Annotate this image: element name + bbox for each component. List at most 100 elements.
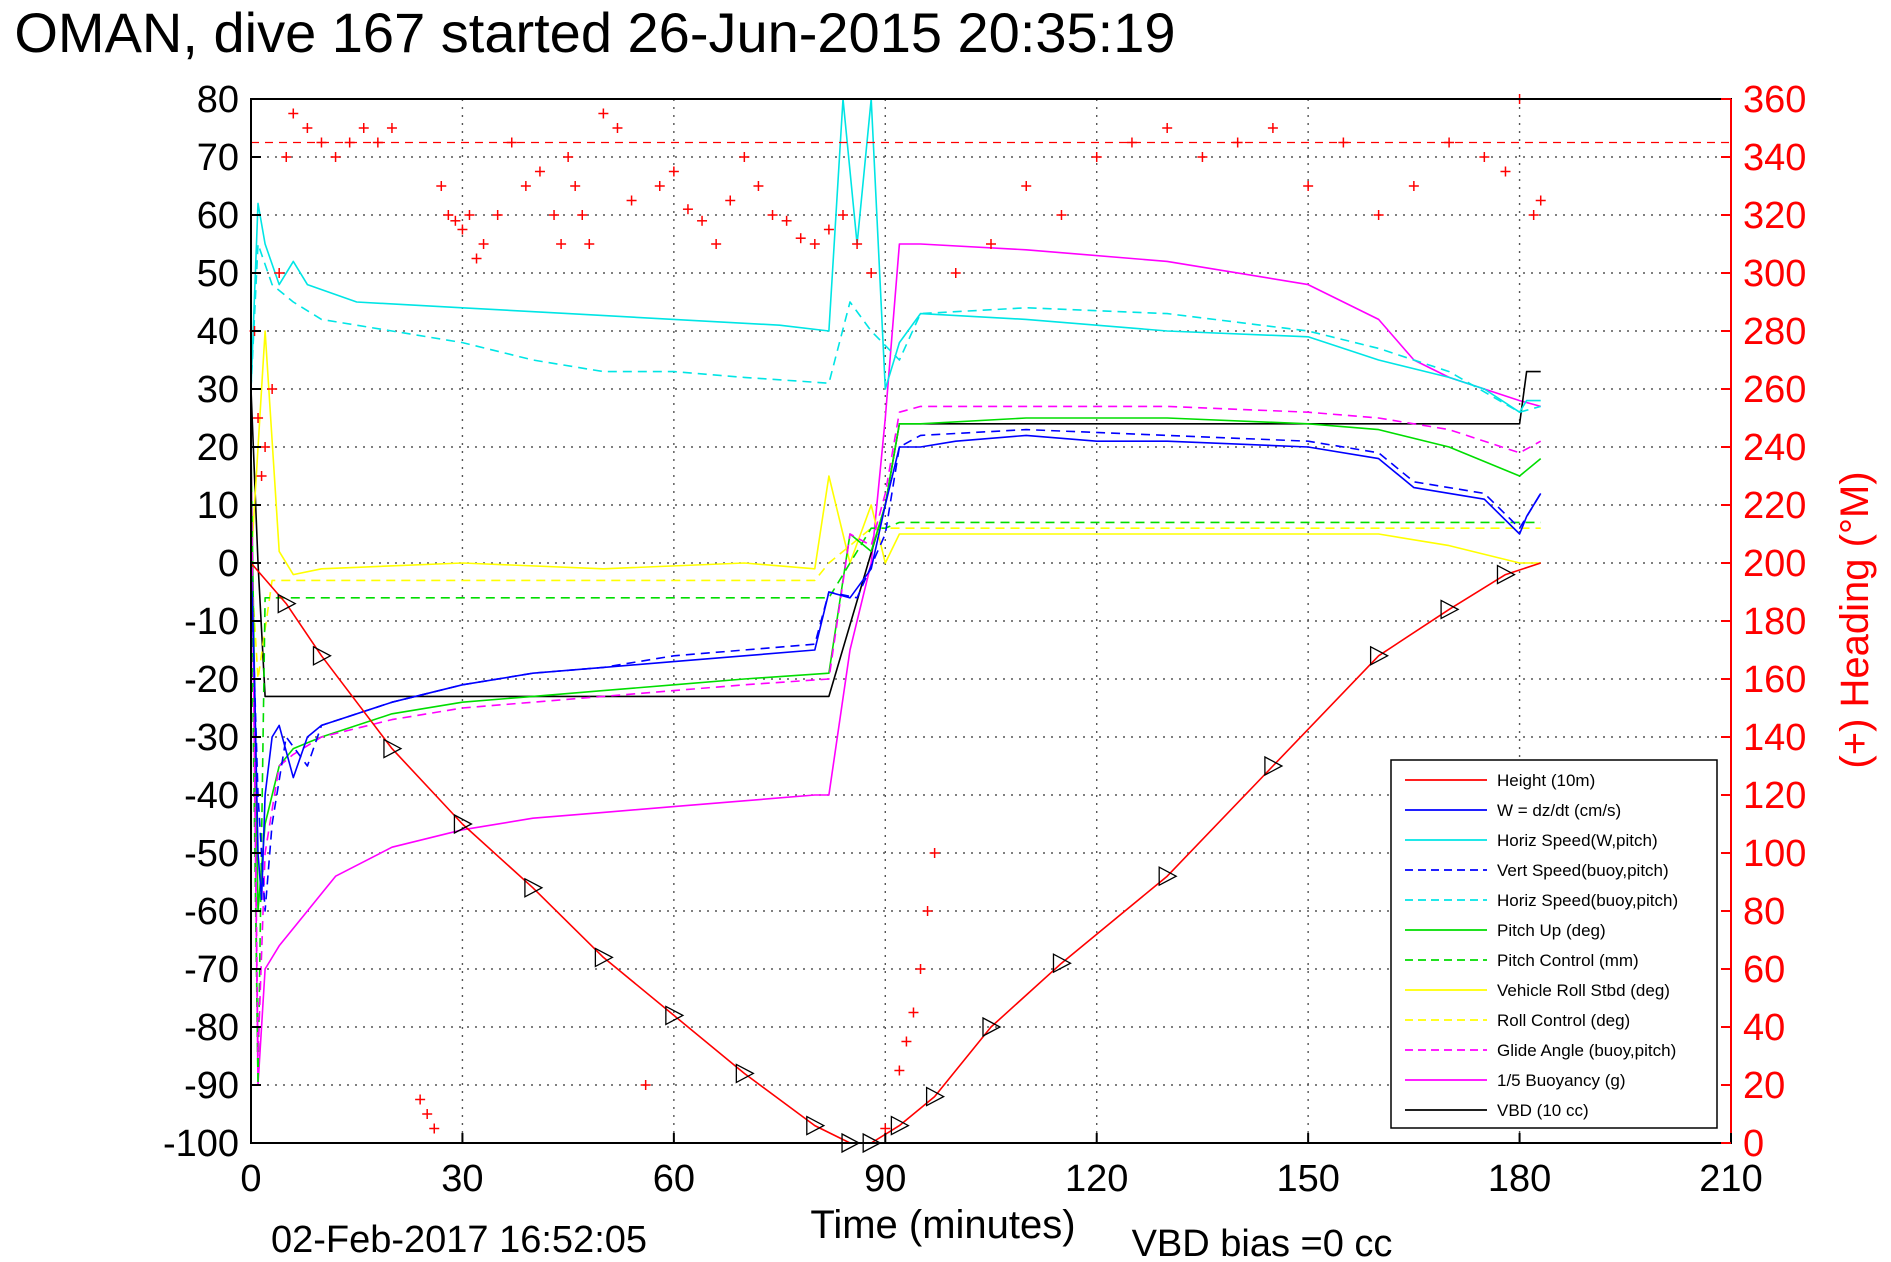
heading-point bbox=[464, 210, 475, 220]
height-marker bbox=[453, 813, 473, 835]
heading-point bbox=[302, 123, 313, 133]
heading-point bbox=[492, 210, 503, 220]
heading-point bbox=[1021, 181, 1032, 191]
heading-point bbox=[253, 413, 264, 423]
right-tick-label: 300 bbox=[1743, 253, 1806, 295]
series-line-8 bbox=[250, 527, 1541, 680]
height-marker bbox=[1440, 599, 1460, 620]
x-tick-label: 210 bbox=[1699, 1158, 1762, 1200]
y-tick-label: 10 bbox=[197, 485, 239, 527]
x-tick-label: 120 bbox=[1065, 1158, 1128, 1200]
heading-point bbox=[443, 210, 454, 220]
right-tick-label: 240 bbox=[1743, 427, 1806, 469]
height-marker bbox=[982, 1016, 1002, 1038]
axis-ticks: 0 30 60 90 120 150 180 21080706050403020100-10-… bbox=[163, 79, 1806, 1200]
heading-point bbox=[1500, 166, 1511, 177]
heading-point bbox=[739, 152, 750, 162]
right-tick-label: 80 bbox=[1743, 891, 1785, 933]
legend-label-11: VBD (10 cc) bbox=[1497, 1101, 1589, 1120]
heading-point bbox=[316, 137, 327, 148]
right-tick-label: 60 bbox=[1743, 949, 1785, 991]
heading-point bbox=[725, 195, 736, 206]
y-tick-label: 40 bbox=[197, 311, 239, 353]
height-marker bbox=[925, 1086, 946, 1107]
heading-point bbox=[549, 210, 560, 220]
legend-label-6: Pitch Control (mm) bbox=[1497, 951, 1639, 970]
x-tick-label: 30 bbox=[441, 1158, 483, 1200]
heading-point bbox=[929, 848, 940, 858]
series-line-9 bbox=[250, 405, 1542, 1057]
heading-point bbox=[781, 215, 792, 226]
y-tick-label: -70 bbox=[184, 949, 239, 991]
heading-point bbox=[894, 1065, 905, 1076]
right-tick-label: 360 bbox=[1743, 79, 1806, 121]
height-marker bbox=[524, 877, 544, 898]
y-tick-label: -80 bbox=[184, 1007, 239, 1049]
heading-point bbox=[915, 964, 926, 974]
heading-point bbox=[1232, 137, 1243, 148]
heading-point bbox=[838, 210, 848, 220]
heading-point bbox=[330, 152, 341, 162]
heading-markers bbox=[249, 94, 1731, 1134]
x-tick-label: 180 bbox=[1488, 1158, 1551, 1200]
heading-point bbox=[1162, 123, 1173, 133]
heading-point bbox=[1091, 152, 1102, 162]
x-tick-label: 90 bbox=[864, 1158, 906, 1200]
heading-point bbox=[986, 239, 996, 249]
right-tick-label: 160 bbox=[1743, 659, 1806, 701]
heading-point bbox=[612, 123, 623, 133]
heading-point bbox=[274, 268, 285, 278]
y-tick-label: -50 bbox=[184, 833, 239, 875]
heading-point bbox=[570, 181, 581, 191]
heading-point bbox=[372, 137, 383, 148]
heading-point bbox=[697, 215, 708, 226]
heading-point bbox=[1535, 195, 1546, 206]
heading-point bbox=[584, 239, 595, 249]
heading-point bbox=[429, 1123, 440, 1134]
footer-date: 02-Feb-2017 16:52:05 bbox=[271, 1219, 647, 1261]
right-tick-label: 0 bbox=[1743, 1123, 1764, 1165]
series-line-5 bbox=[250, 417, 1542, 912]
heading-point bbox=[753, 181, 764, 191]
y-tick-label: 20 bbox=[197, 427, 239, 469]
heading-point bbox=[1303, 181, 1314, 191]
y-tick-label: -100 bbox=[163, 1123, 239, 1165]
heading-point bbox=[908, 1007, 919, 1018]
right-tick-label: 100 bbox=[1743, 833, 1806, 875]
heading-point bbox=[1408, 181, 1419, 191]
x-tick-label: 0 bbox=[240, 1158, 261, 1200]
height-marker bbox=[383, 738, 403, 759]
heading-point bbox=[668, 166, 679, 177]
right-tick-label: 20 bbox=[1743, 1065, 1785, 1107]
heading-point bbox=[711, 239, 722, 249]
height-marker bbox=[665, 1005, 685, 1026]
heading-point bbox=[457, 224, 468, 235]
heading-point bbox=[880, 1123, 891, 1134]
heading-point bbox=[626, 195, 637, 206]
height-markers bbox=[277, 564, 1516, 1154]
heading-point bbox=[450, 215, 461, 226]
heading-point bbox=[823, 224, 834, 235]
legend-label-2: Horiz Speed(W,pitch) bbox=[1497, 831, 1658, 850]
height-marker bbox=[1496, 564, 1516, 585]
y-tick-label: -60 bbox=[184, 891, 239, 933]
legend-label-9: Glide Angle (buoy,pitch) bbox=[1497, 1041, 1676, 1060]
heading-point bbox=[506, 137, 517, 148]
heading-point bbox=[901, 1036, 912, 1047]
heading-point bbox=[1267, 123, 1278, 133]
right-tick-label: 200 bbox=[1743, 543, 1806, 585]
heading-point bbox=[267, 384, 278, 394]
y-tick-label: 50 bbox=[197, 253, 239, 295]
height-marker bbox=[806, 1115, 826, 1136]
height-marker bbox=[1264, 755, 1284, 777]
legend: Height (10m) W = dz/dt (cm/s) Horiz Speed(… bbox=[1390, 759, 1718, 1129]
y-tick-label: -30 bbox=[184, 717, 239, 759]
height-marker bbox=[890, 1115, 910, 1136]
heading-point bbox=[1126, 137, 1137, 148]
series-line-3 bbox=[250, 428, 1542, 912]
heading-point bbox=[415, 1094, 426, 1105]
heading-point bbox=[1197, 152, 1208, 162]
legend-label-8: Roll Control (deg) bbox=[1497, 1011, 1630, 1030]
right-tick-label: 180 bbox=[1743, 601, 1806, 643]
